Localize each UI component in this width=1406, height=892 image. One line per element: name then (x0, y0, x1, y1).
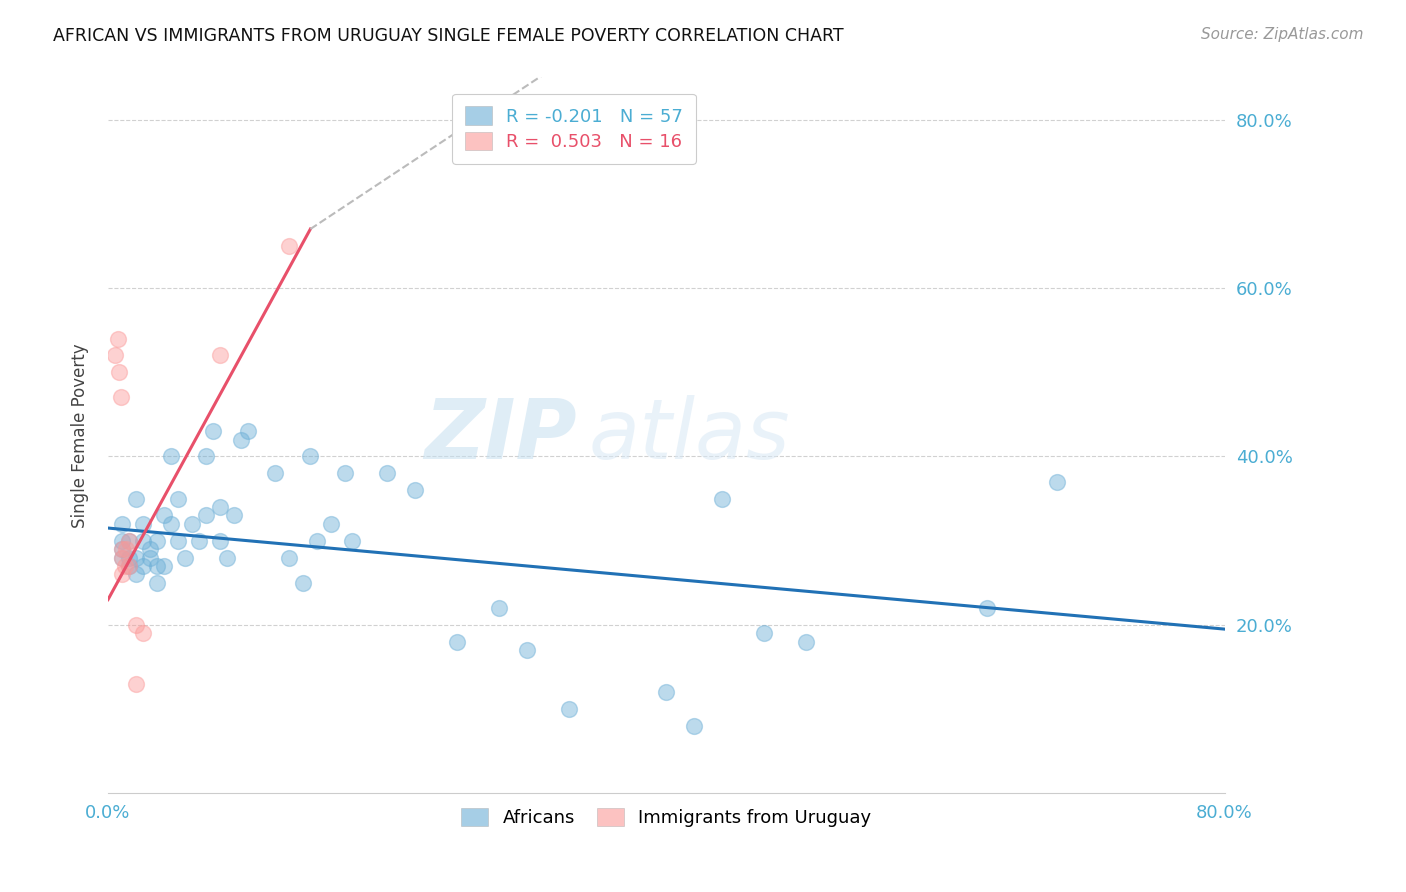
Point (132, 516, 155, 531)
Point (115, 542, 138, 557)
Point (118, 558, 141, 573)
Point (375, 467, 398, 481)
Point (208, 348, 231, 362)
Point (752, 626, 775, 640)
Point (125, 677, 148, 691)
Point (111, 516, 134, 531)
Point (118, 550, 141, 565)
Point (222, 508, 245, 523)
Point (107, 332, 129, 346)
Point (655, 685, 678, 699)
Point (125, 567, 148, 582)
Point (208, 533, 231, 548)
Point (976, 601, 998, 615)
Point (146, 533, 169, 548)
Point (108, 365, 131, 379)
Point (446, 634, 468, 648)
Point (114, 558, 136, 573)
Point (159, 450, 181, 464)
Point (488, 601, 510, 615)
Point (132, 558, 155, 573)
Point (208, 500, 231, 514)
Point (1046, 475, 1069, 489)
Point (166, 491, 188, 506)
Point (125, 550, 148, 565)
Point (342, 533, 364, 548)
Point (118, 558, 141, 573)
Text: Source: ZipAtlas.com: Source: ZipAtlas.com (1201, 27, 1364, 42)
Point (111, 550, 134, 565)
Text: atlas: atlas (588, 395, 790, 476)
Point (236, 424, 259, 438)
Legend: Africans, Immigrants from Uruguay: Africans, Immigrants from Uruguay (454, 801, 879, 834)
Point (292, 575, 315, 590)
Text: ZIP: ZIP (425, 395, 576, 476)
Point (299, 450, 322, 464)
Point (201, 424, 224, 438)
Point (132, 533, 155, 548)
Point (229, 433, 252, 447)
Point (139, 542, 162, 557)
Y-axis label: Single Female Poverty: Single Female Poverty (72, 343, 89, 528)
Point (683, 719, 706, 733)
Point (153, 558, 176, 573)
Point (321, 516, 343, 531)
Point (711, 491, 734, 506)
Point (125, 491, 148, 506)
Point (132, 626, 155, 640)
Point (173, 550, 195, 565)
Point (404, 483, 426, 497)
Point (125, 618, 148, 632)
Point (180, 516, 202, 531)
Point (118, 533, 141, 548)
Point (153, 508, 176, 523)
Text: AFRICAN VS IMMIGRANTS FROM URUGUAY SINGLE FEMALE POVERTY CORRELATION CHART: AFRICAN VS IMMIGRANTS FROM URUGUAY SINGL… (53, 27, 844, 45)
Point (194, 508, 217, 523)
Point (194, 450, 217, 464)
Point (139, 550, 162, 565)
Point (557, 702, 579, 716)
Point (166, 533, 188, 548)
Point (111, 533, 134, 548)
Point (307, 533, 329, 548)
Point (335, 467, 357, 481)
Point (110, 391, 132, 405)
Point (111, 542, 134, 557)
Point (159, 516, 181, 531)
Point (104, 348, 127, 362)
Point (146, 575, 169, 590)
Point (146, 558, 169, 573)
Point (264, 467, 287, 481)
Point (794, 634, 817, 648)
Point (516, 643, 538, 657)
Point (118, 533, 141, 548)
Point (111, 567, 134, 582)
Point (278, 239, 301, 253)
Point (111, 550, 134, 565)
Point (111, 542, 134, 557)
Point (215, 550, 238, 565)
Point (278, 550, 301, 565)
Point (187, 533, 209, 548)
